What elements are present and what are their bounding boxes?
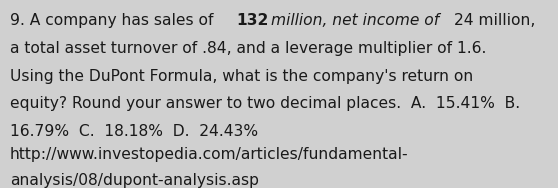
Text: 9. A company has sales of: 9. A company has sales of xyxy=(10,13,218,28)
Text: million, net income of: million, net income of xyxy=(271,13,440,28)
Text: Using the DuPont Formula, what is the company's return on: Using the DuPont Formula, what is the co… xyxy=(10,69,473,84)
Text: analysis/08/dupont-analysis.asp: analysis/08/dupont-analysis.asp xyxy=(10,173,259,188)
Text: equity? Round your answer to two decimal places.  A.  15.41%  B.: equity? Round your answer to two decimal… xyxy=(10,96,520,111)
Text: http://www.investopedia.com/articles/fundamental-: http://www.investopedia.com/articles/fun… xyxy=(10,147,408,162)
Text: 16.79%  C.  18.18%  D.  24.43%: 16.79% C. 18.18% D. 24.43% xyxy=(10,124,258,139)
Text: a total asset turnover of .84, and a leverage multiplier of 1.6.: a total asset turnover of .84, and a lev… xyxy=(10,41,486,56)
Text: 132: 132 xyxy=(236,13,268,28)
Text: 24 million,: 24 million, xyxy=(454,13,536,28)
